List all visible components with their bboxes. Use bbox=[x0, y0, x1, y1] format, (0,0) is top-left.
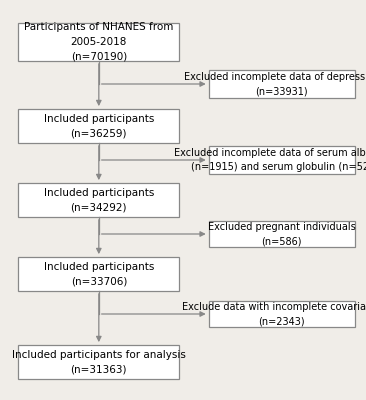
FancyBboxPatch shape bbox=[209, 221, 355, 247]
FancyBboxPatch shape bbox=[209, 301, 355, 327]
Text: Excluded pregnant individuals
(n=586): Excluded pregnant individuals (n=586) bbox=[208, 222, 356, 246]
Text: Exclude data with incomplete covariates
(n=2343): Exclude data with incomplete covariates … bbox=[182, 302, 366, 326]
FancyBboxPatch shape bbox=[18, 257, 179, 291]
Text: Included participants
(n=33706): Included participants (n=33706) bbox=[44, 262, 154, 286]
Text: Included participants
(n=34292): Included participants (n=34292) bbox=[44, 188, 154, 212]
Text: Participants of NHANES from
2005-2018
(n=70190): Participants of NHANES from 2005-2018 (n… bbox=[24, 22, 173, 62]
FancyBboxPatch shape bbox=[18, 109, 179, 143]
FancyBboxPatch shape bbox=[18, 23, 179, 61]
Text: Excluded incomplete data of depression
(n=33931): Excluded incomplete data of depression (… bbox=[184, 72, 366, 96]
FancyBboxPatch shape bbox=[18, 345, 179, 379]
Text: Included participants for analysis
(n=31363): Included participants for analysis (n=31… bbox=[12, 350, 186, 374]
FancyBboxPatch shape bbox=[209, 146, 355, 174]
Text: Excluded incomplete data of serum albumin
(n=1915) and serum globulin (n=52): Excluded incomplete data of serum albumi… bbox=[173, 148, 366, 172]
Text: Included participants
(n=36259): Included participants (n=36259) bbox=[44, 114, 154, 138]
FancyBboxPatch shape bbox=[18, 183, 179, 217]
FancyBboxPatch shape bbox=[209, 70, 355, 98]
